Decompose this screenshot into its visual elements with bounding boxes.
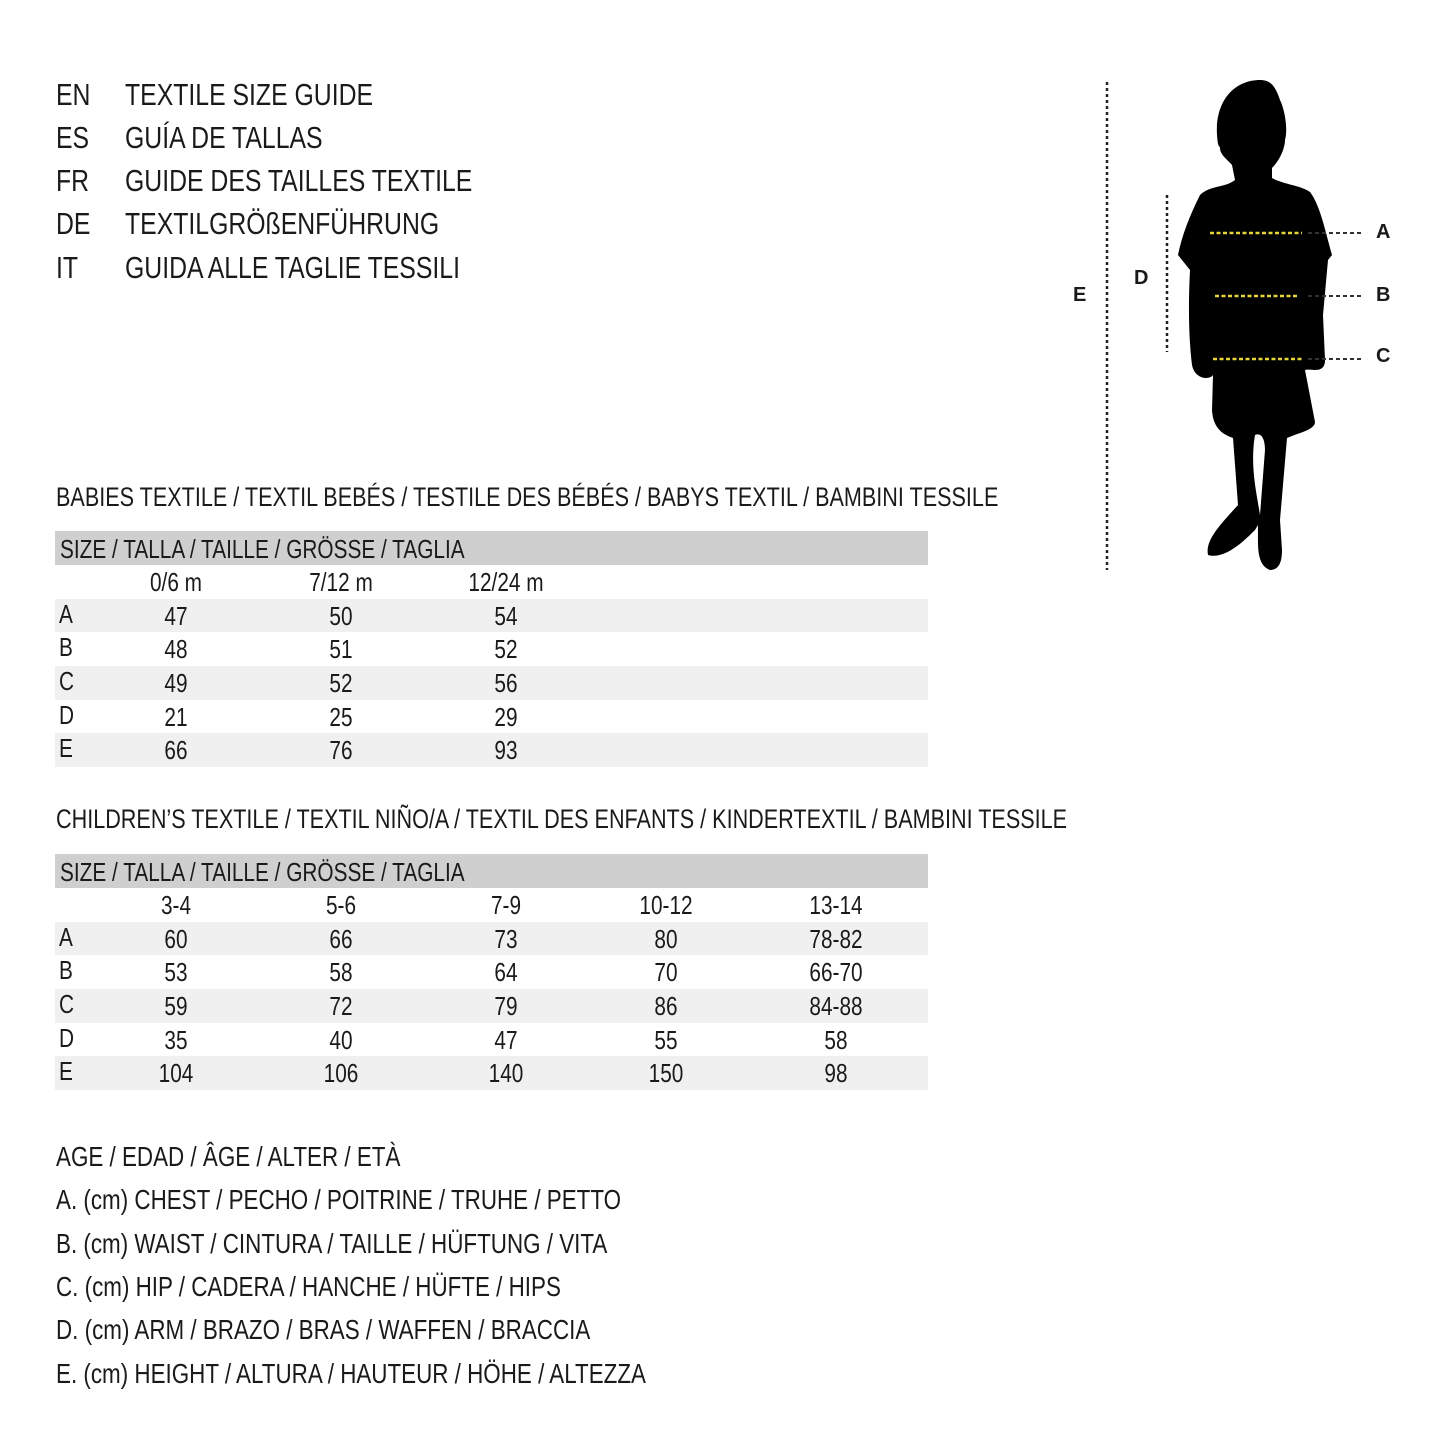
table-cell: 50 <box>329 600 353 631</box>
legend-arm: D. (cm) ARM / BRAZO / BRAS / WAFFEN / BR… <box>56 1314 591 1345</box>
table-cell: 104 <box>158 1058 194 1089</box>
table-header-bar: SIZE / TALLA / TAILLE / GRÖSSE / TAGLIA <box>55 854 928 888</box>
table-cell: 70 <box>654 957 678 988</box>
table-cell: 140 <box>488 1058 524 1089</box>
row-label: A <box>59 598 73 629</box>
table-cell: 150 <box>648 1058 684 1089</box>
table-cell: 79 <box>494 991 518 1022</box>
table-cell: 58 <box>329 957 353 988</box>
table-cell: 58 <box>824 1024 848 1055</box>
table-cell: 51 <box>329 634 353 665</box>
table-cell: 25 <box>329 701 353 732</box>
title-es: ES <box>56 120 90 155</box>
table-row: D 21 25 29 <box>55 700 928 734</box>
table-cell: 66 <box>164 735 188 766</box>
column-header: 10-12 <box>639 890 693 920</box>
legend-waist: B. (cm) WAIST / CINTURA / TAILLE / HÜFTU… <box>56 1228 608 1259</box>
table-cell: 80 <box>654 923 678 954</box>
table-row: C 49 52 56 <box>55 666 928 700</box>
title-it: IT <box>56 250 79 285</box>
table-cell: 52 <box>494 634 518 665</box>
table-cell: 93 <box>494 735 518 766</box>
column-header-row: 3-4 5-6 7-9 10-12 13-14 <box>55 888 928 922</box>
table-cell: 35 <box>164 1024 188 1055</box>
table-cell: 76 <box>329 735 353 766</box>
table-cell: 49 <box>164 668 188 699</box>
title-en: EN <box>56 77 91 112</box>
column-header: 12/24 m <box>468 567 544 597</box>
table-cell: 29 <box>494 701 518 732</box>
legend-age: AGE / EDAD / ÂGE / ALTER / ETÀ <box>56 1141 401 1172</box>
title-fr: FR <box>56 163 90 198</box>
babies-size-table: SIZE / TALLA / TAILLE / GRÖSSE / TAGLIA 0… <box>55 531 928 768</box>
table-cell: 66 <box>329 923 353 954</box>
table-cell: 40 <box>329 1024 353 1055</box>
column-header: 3-4 <box>160 890 192 920</box>
table-cell: 73 <box>494 923 518 954</box>
column-header: 0/6 m <box>149 567 203 597</box>
table-cell: 47 <box>494 1024 518 1055</box>
title-de: DE <box>56 206 91 241</box>
label-b: B <box>1376 284 1391 306</box>
label-e: E <box>1073 284 1087 306</box>
table-header-bar: SIZE / TALLA / TAILLE / GRÖSSE / TAGLIA <box>55 531 928 565</box>
table-cell: 86 <box>654 991 678 1022</box>
children-size-table: SIZE / TALLA / TAILLE / GRÖSSE / TAGLIA 3… <box>55 854 928 1091</box>
row-label: B <box>59 632 73 663</box>
table-cell: 64 <box>494 957 518 988</box>
table-row: B 48 51 52 <box>55 632 928 666</box>
legend-chest: A. (cm) CHEST / PECHO / POITRINE / TRUHE… <box>56 1184 622 1215</box>
label-d: D <box>1134 267 1149 289</box>
table-cell: 52 <box>329 668 353 699</box>
table-row: D 35 40 47 55 58 <box>55 1023 928 1057</box>
label-c: C <box>1376 345 1391 367</box>
table-cell: 54 <box>494 600 518 631</box>
table-cell: 72 <box>329 991 353 1022</box>
table-cell: 21 <box>164 701 188 732</box>
title-text-it: GUIDA ALLE TAGLIE TESSILI <box>125 250 460 285</box>
table-cell: 84-88 <box>809 991 863 1022</box>
label-a: A <box>1376 221 1391 243</box>
title-text-en: TEXTILE SIZE GUIDE <box>125 77 374 112</box>
child-silhouette <box>1105 80 1362 570</box>
table-cell: 60 <box>164 923 188 954</box>
table-cell: 48 <box>164 634 188 665</box>
table-cell: 59 <box>164 991 188 1022</box>
row-label: C <box>59 666 75 697</box>
babies-section-title: BABIES TEXTILE / TEXTIL BEBÉS / TESTILE … <box>56 482 999 512</box>
table-cell: 55 <box>654 1024 678 1055</box>
column-header: 5-6 <box>325 890 357 920</box>
legend-hip: C. (cm) HIP / CADERA / HANCHE / HÜFTE / … <box>56 1271 561 1302</box>
row-label: A <box>59 921 73 952</box>
table-cell: 53 <box>164 957 188 988</box>
column-header-row: 0/6 m 7/12 m 12/24 m <box>55 565 928 599</box>
legend-height: E. (cm) HEIGHT / ALTURA / HAUTEUR / HÖHE… <box>56 1358 646 1389</box>
title-text-es: GUÍA DE TALLAS <box>125 120 323 155</box>
column-header: 7/12 m <box>309 567 373 597</box>
row-label: B <box>59 955 73 986</box>
table-cell: 78-82 <box>809 923 863 954</box>
table-row: C 59 72 79 86 84-88 <box>55 989 928 1023</box>
table-cell: 106 <box>323 1058 359 1089</box>
children-section-title: CHILDREN’S TEXTILE / TEXTIL NIÑO/A / TEX… <box>56 804 1068 834</box>
column-header: 7-9 <box>490 890 522 920</box>
row-label: C <box>59 989 75 1020</box>
table-cell: 98 <box>824 1058 848 1089</box>
row-label: E <box>59 733 73 764</box>
row-label: D <box>59 1022 75 1053</box>
table-row: E 104 106 140 150 98 <box>55 1056 928 1091</box>
column-header: 13-14 <box>809 890 863 920</box>
table-cell: 47 <box>164 600 188 631</box>
table-cell: 56 <box>494 668 518 699</box>
row-label: D <box>59 699 75 730</box>
title-text-de: TEXTILGRÖßENFÜHRUNG <box>125 206 440 241</box>
title-text-fr: GUIDE DES TAILLES TEXTILE <box>125 163 473 198</box>
table-row: A 60 66 73 80 78-82 <box>55 921 928 956</box>
row-label: E <box>59 1056 73 1087</box>
table-row: B 53 58 64 70 66-70 <box>55 955 928 989</box>
table-row: A 47 50 54 <box>55 598 928 633</box>
table-cell: 66-70 <box>809 957 863 988</box>
table-row: E 66 76 93 <box>55 733 928 768</box>
